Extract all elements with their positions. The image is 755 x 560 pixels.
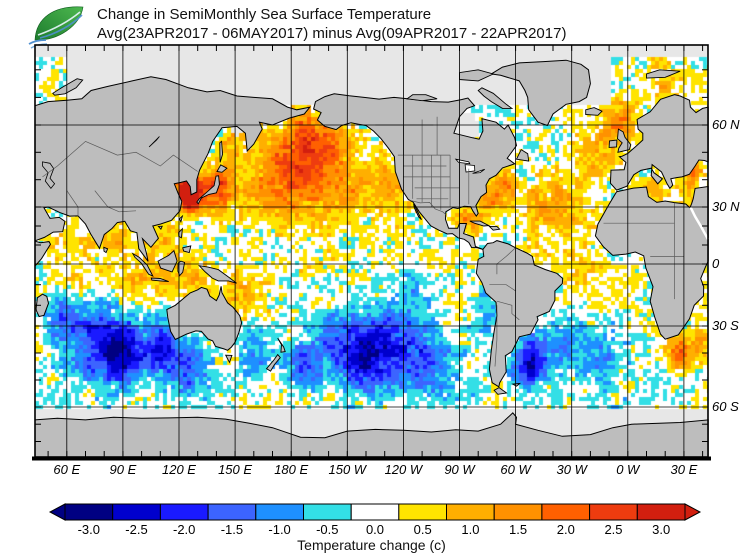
- colorbar-labels: -3.0 -2.5 -2.0 -1.5 -1.0 -0.5 0.0 0.5 1.0 1.5 2.0 2…: [78, 522, 671, 537]
- lon-tick-label: 60 E: [53, 462, 81, 477]
- lon-tick-label: 150 W: [328, 462, 367, 477]
- svg-text:0.0: 0.0: [366, 522, 384, 537]
- colorbar: -3.0 -2.5 -2.0 -1.5 -1.0 -0.5 0.0 0.5 1.0 1.5 2.0 2…: [48, 503, 702, 537]
- lon-tick-label: 0 W: [616, 462, 640, 477]
- chart-subtitle: Avg(23APR2017 - 06MAY2017) minus Avg(09A…: [97, 25, 567, 42]
- lon-tick-label: 90 E: [109, 462, 137, 477]
- lat-tick-label: 30 N: [712, 199, 740, 214]
- lat-tick-label: 0: [712, 256, 720, 271]
- lon-tick-label: 120 E: [161, 462, 196, 477]
- svg-text:2.0: 2.0: [557, 522, 575, 537]
- lake: [464, 164, 476, 173]
- lon-tick-label: 90 W: [444, 462, 475, 477]
- svg-text:2.5: 2.5: [604, 522, 622, 537]
- svg-text:-1.5: -1.5: [221, 522, 243, 537]
- colorbar-segments: [48, 503, 702, 521]
- colorbar-arrow-right: [684, 503, 702, 521]
- svg-text:-3.0: -3.0: [78, 522, 100, 537]
- lon-tick-label: 30 E: [670, 462, 698, 477]
- svg-text:-0.5: -0.5: [316, 522, 338, 537]
- red-sea: [689, 206, 710, 240]
- lat-tick-label: 60 S: [712, 399, 739, 414]
- colorbar-arrow-left: [48, 503, 66, 521]
- continents: [34, 59, 710, 458]
- lake: [472, 168, 485, 174]
- lake: [148, 136, 160, 148]
- chart-title-block: Change in SemiMonthly Sea Surface Temper…: [97, 5, 566, 43]
- svg-text:1.5: 1.5: [509, 522, 527, 537]
- graticule: [35, 45, 708, 457]
- map-ticks: [35, 45, 708, 457]
- svg-text:0.5: 0.5: [414, 522, 432, 537]
- svg-text:-1.0: -1.0: [268, 522, 290, 537]
- lon-tick-label: 30 W: [556, 462, 587, 477]
- colorbar-caption: Temperature change (c): [297, 537, 446, 553]
- lon-tick-label: 180 E: [274, 462, 309, 477]
- lon-tick-label: 60 W: [500, 462, 531, 477]
- svg-text:1.0: 1.0: [461, 522, 479, 537]
- svg-text:3.0: 3.0: [652, 522, 670, 537]
- lon-tick-label: 120 W: [384, 462, 423, 477]
- lon-tick-label: 150 E: [218, 462, 253, 477]
- caspian-sea: [42, 161, 56, 190]
- svg-text:-2.0: -2.0: [173, 522, 195, 537]
- lat-tick-label: 30 S: [712, 318, 739, 333]
- country-borders: [42, 116, 684, 367]
- lat-tick-label: 60 N: [712, 117, 740, 132]
- svg-text:-2.5: -2.5: [125, 522, 147, 537]
- chart-title: Change in SemiMonthly Sea Surface Temper…: [97, 6, 432, 23]
